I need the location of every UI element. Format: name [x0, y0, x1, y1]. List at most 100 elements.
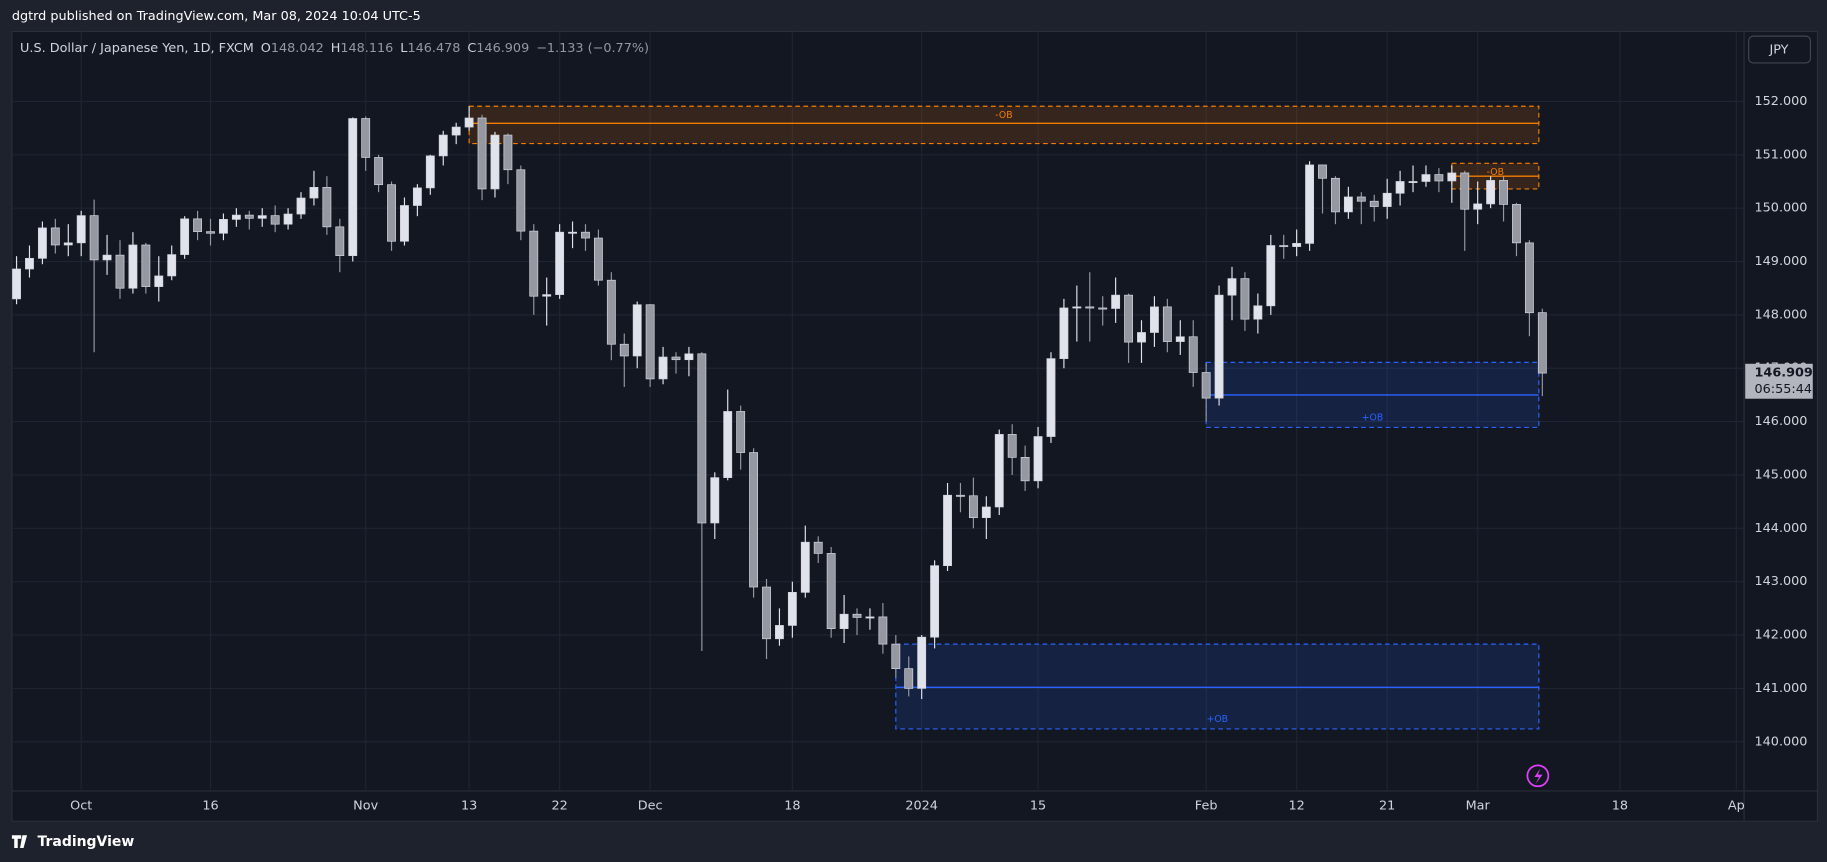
- candle-body: [438, 134, 448, 157]
- candle-body: [283, 213, 293, 225]
- candle-body: [451, 126, 461, 136]
- candle-body: [1111, 294, 1121, 309]
- candle-body: [154, 275, 164, 287]
- y-tick-label: 145.000: [1755, 467, 1808, 482]
- candle-body: [1059, 307, 1069, 359]
- candle-body: [658, 356, 668, 380]
- candle-body: [270, 215, 280, 225]
- candle-body: [1033, 436, 1043, 482]
- candle-body: [1162, 306, 1172, 342]
- candle-body: [102, 254, 112, 261]
- axes: 140.000 141.000 142.000 143.000 144.000 145.0…: [70, 94, 1807, 814]
- x-tick-label: 15: [1030, 799, 1046, 814]
- x-tick-label: 18: [784, 799, 800, 814]
- x-tick-label: 2024: [905, 799, 938, 814]
- h-value: 148.116: [340, 40, 393, 55]
- candle-body: [63, 242, 73, 246]
- candle-body: [1175, 336, 1185, 342]
- candle-body: [943, 494, 952, 567]
- c-value: 146.909: [476, 40, 529, 55]
- candle-body: [1473, 203, 1483, 210]
- candle-body: [1007, 434, 1017, 458]
- candle-body: [865, 616, 875, 619]
- candle-body: [1188, 336, 1198, 373]
- candle-body: [542, 294, 552, 297]
- candle-body: [1434, 174, 1444, 182]
- candle-body: [348, 118, 358, 257]
- y-tick-label: 140.000: [1755, 734, 1808, 749]
- y-tick-label: 144.000: [1755, 521, 1808, 536]
- candle-body: [723, 411, 733, 478]
- candle-body: [1046, 358, 1056, 437]
- candle-body: [968, 495, 978, 518]
- candle-body: [1266, 245, 1276, 307]
- y-tick-label: 146.000: [1755, 414, 1808, 429]
- legend: U.S. Dollar / Japanese Yen, 1D, FXCM O148…: [20, 40, 649, 55]
- l-value: 146.478: [407, 40, 460, 55]
- x-tick-label: 13: [461, 799, 477, 814]
- candle-body: [115, 254, 125, 289]
- x-tick-label: Mar: [1466, 799, 1491, 814]
- candle-body: [1137, 332, 1146, 343]
- candle-body: [529, 230, 539, 297]
- candle-body: [878, 616, 888, 645]
- y-tick-label: 143.000: [1755, 574, 1808, 589]
- candle-body: [128, 244, 138, 289]
- candle-body: [1524, 242, 1534, 314]
- candle-body: [1318, 164, 1327, 179]
- candle-body: [1408, 181, 1418, 184]
- candle-body: [503, 134, 513, 171]
- candle-body: [1343, 196, 1353, 213]
- x-tick-label: 18: [1612, 799, 1628, 814]
- candle-body: [1253, 305, 1263, 320]
- candle-body: [1395, 181, 1405, 194]
- currency-label[interactable]: JPY: [1768, 43, 1788, 58]
- chart-panel: [11, 30, 1819, 822]
- candle-body: [309, 187, 319, 199]
- candle-body: [1382, 192, 1392, 207]
- candle-body: [1085, 306, 1095, 309]
- currency-button[interactable]: [1748, 35, 1812, 64]
- candle-body: [826, 553, 836, 629]
- candle-body: [593, 237, 603, 281]
- candle-body: [1201, 372, 1211, 399]
- candle-body: [1305, 164, 1315, 244]
- symbol: U.S. Dollar / Japanese Yen, 1D, FXCM: [20, 40, 254, 55]
- x-tick-label: Dec: [638, 799, 663, 814]
- candle-body: [1331, 177, 1340, 213]
- candle-body: [425, 155, 435, 189]
- zone-box: [895, 643, 1540, 730]
- x-tick-label: Oct: [70, 799, 92, 814]
- candle-body: [231, 214, 241, 220]
- footer-brand: TradingView: [38, 834, 135, 850]
- candle-body: [296, 197, 306, 215]
- candle-body: [89, 215, 99, 261]
- zone-box: [468, 105, 1540, 145]
- candle-body: [490, 134, 500, 190]
- candle-body: [167, 254, 177, 277]
- zone-label: -OB: [1487, 167, 1504, 178]
- candle-body: [904, 668, 914, 689]
- alert-icon[interactable]: [1526, 764, 1550, 788]
- candle-body: [568, 231, 577, 234]
- candle-body: [1227, 278, 1237, 296]
- candle-body: [787, 592, 797, 626]
- candle-body: [891, 643, 901, 670]
- footer-logo: [11, 835, 28, 849]
- x-tick-label: Feb: [1195, 799, 1218, 814]
- candle-body: [361, 118, 371, 158]
- candle-body: [1098, 307, 1108, 310]
- candle-body: [322, 187, 332, 228]
- candle-body: [749, 452, 759, 588]
- countdown: 06:55:44: [1755, 382, 1812, 397]
- candle-body: [25, 257, 34, 270]
- zone-label: -OB: [995, 110, 1012, 121]
- candle-body: [374, 157, 384, 186]
- y-tick-label: 141.000: [1755, 681, 1808, 696]
- candle-body: [619, 343, 629, 357]
- x-tick-label: 12: [1289, 799, 1305, 814]
- candle-body: [1214, 294, 1224, 399]
- candle-body: [12, 268, 21, 300]
- candle-body: [335, 226, 345, 257]
- candle-body: [581, 231, 590, 239]
